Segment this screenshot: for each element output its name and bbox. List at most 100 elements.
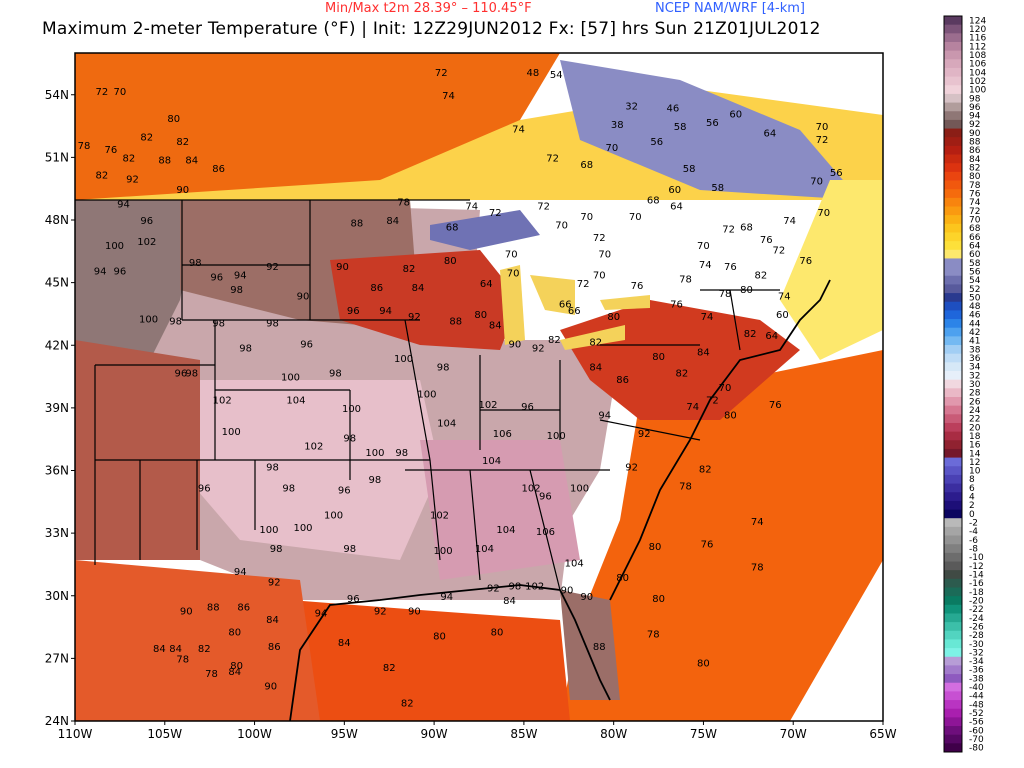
station-value: 58 [711,183,724,194]
station-value: 78 [751,563,764,574]
station-value: 78 [397,197,410,208]
station-value: 76 [799,256,812,267]
station-value: 70 [114,87,127,98]
colorbar-cells [943,15,963,753]
station-value: 84 [697,348,710,359]
station-value: 92 [638,429,651,440]
colorbar-cell [944,319,962,329]
colorbar-cell [944,215,962,225]
station-value: 84 [489,321,502,332]
station-value: 86 [616,375,629,386]
west-canada-field [75,53,560,200]
colorbar-label: 20 [969,423,981,433]
colorbar-cell [944,422,962,433]
southern-plains-hot-field [180,380,440,560]
station-value: 96 [338,486,351,497]
station-value: 92 [532,344,545,355]
colorbar-frame [943,15,963,753]
station-value: 90 [264,682,277,693]
colorbar-label: 60 [969,250,981,260]
mexico-field [75,560,320,721]
station-value: 94 [379,306,392,317]
station-value: 82 [401,698,414,709]
station-value: 84 [589,362,602,373]
colorbar-label: 32 [969,371,980,381]
colorbar-cell [944,284,962,294]
station-value: 64 [765,331,778,342]
station-value: 100 [417,389,436,400]
colorbar-label: 66 [969,233,981,243]
station-value: 60 [729,110,742,121]
model-label: NCEP NAM/WRF [4-km] [655,1,805,16]
lake-ontario [600,295,650,310]
colorbar-label: 56 [969,267,981,277]
colorbar-cell [944,561,962,571]
station-value: 98 [329,369,342,380]
station-value: 70 [719,383,732,394]
colorbar-cell [944,293,962,303]
station-value: 82 [755,270,768,281]
colorbar-cell [944,76,962,86]
colorbar-label: -12 [969,562,984,572]
map-title: Maximum 2-meter Temperature (°F) | Init:… [42,19,821,39]
rockies-field [75,340,200,560]
colorbar-cell [944,206,962,216]
colorbar-cell [944,526,962,536]
lake-michigan [500,265,525,345]
colorbar-label: -34 [969,657,984,667]
station-value: 46 [667,103,680,114]
colorbar-label: 68 [969,224,981,234]
station-value: 80 [228,627,241,638]
colorbar-label: 72 [969,207,980,217]
colorbar-cell [944,327,962,337]
station-value: 94 [94,266,107,277]
colorbar-cell [944,301,962,311]
colorbar-cell [944,726,962,736]
station-value: 74 [751,517,764,528]
station-value: 72 [546,154,559,165]
station-value: 80 [167,114,180,125]
colorbar-cell [944,518,962,528]
colorbar-label: 12 [969,458,980,468]
colorbar-label: -22 [969,605,984,615]
colorbar-label: -4 [969,527,978,537]
colorbar-cell [944,665,962,675]
colorbar-cell [944,24,962,34]
colorbar-cell [944,552,962,562]
colorbar-label: 30 [969,380,981,390]
station-value: 94 [234,567,247,578]
colorbar-label: 2 [969,501,975,511]
colorbar-label: 16 [969,441,981,451]
station-value: 96 [521,402,534,413]
station-value: 64 [670,202,683,213]
station-value: 84 [169,644,182,655]
station-value: 70 [505,250,518,261]
station-value: 74 [778,291,791,302]
station-value: 94 [117,200,130,211]
gulf-field [290,600,570,721]
minmax-label: Min/Max t2m 28.39° – 110.45°F [325,1,532,16]
colorbar-label: 96 [969,103,981,113]
colorbar-cell [944,353,962,363]
colorbar-cell [944,345,962,355]
colorbar-label: 10 [969,467,981,477]
colorbar-cell [944,405,962,415]
lon-tick-label: 105W [147,727,182,741]
station-value: 98 [212,319,225,330]
southeast-hot-field [420,440,580,580]
station-value: 94 [440,592,453,603]
station-value: 80 [649,542,662,553]
colorbar-cell [944,622,962,632]
station-value: 70 [697,241,710,252]
colorbar-label: 100 [969,86,986,96]
colorbar-label: 50 [969,293,981,303]
colorbar-cell [944,249,962,259]
colorbar-cell [944,457,962,467]
colorbar-label: -80 [969,744,984,754]
colorbar-cell [944,535,962,545]
station-value: 96 [175,369,188,380]
station-value: 86 [237,602,250,613]
colorbar-label: -30 [969,640,984,650]
colorbar-label: 6 [969,484,975,494]
northern-rockies-field [75,200,200,380]
